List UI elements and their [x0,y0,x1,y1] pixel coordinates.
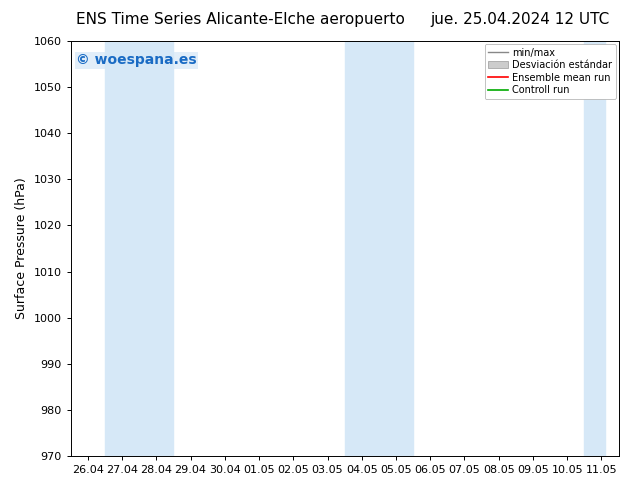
Text: jue. 25.04.2024 12 UTC: jue. 25.04.2024 12 UTC [430,12,609,27]
Legend: min/max, Desviación estándar, Ensemble mean run, Controll run: min/max, Desviación estándar, Ensemble m… [484,44,616,99]
Y-axis label: Surface Pressure (hPa): Surface Pressure (hPa) [15,178,28,319]
Bar [345,41,413,456]
Text: ENS Time Series Alicante-Elche aeropuerto: ENS Time Series Alicante-Elche aeropuert… [77,12,405,27]
Bar [585,41,605,456]
Text: © woespana.es: © woespana.es [76,53,197,68]
Bar [105,41,174,456]
